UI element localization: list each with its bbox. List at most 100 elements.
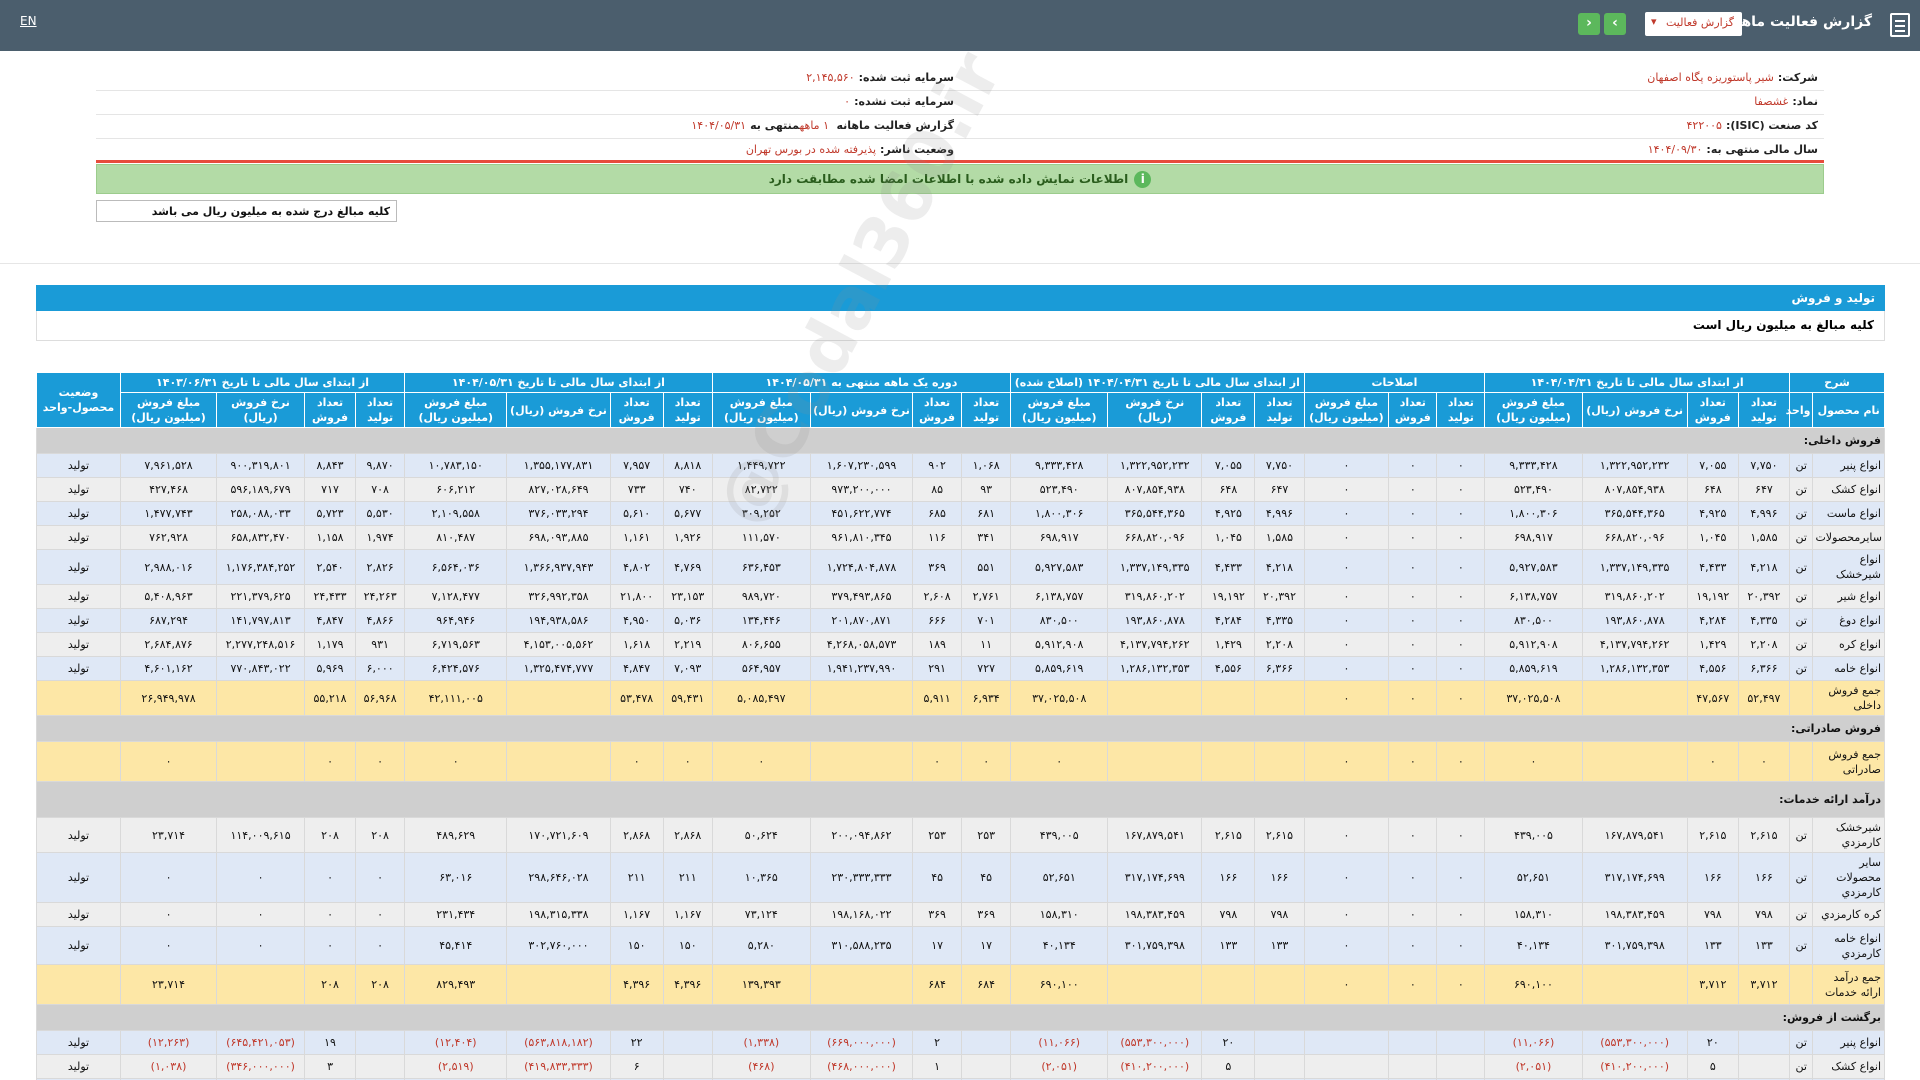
value-cell: ۸۲۷,۰۲۸,۶۴۹ xyxy=(506,477,611,502)
report-type-select[interactable]: گزارش فعالیت ▾ xyxy=(1645,12,1742,36)
value-cell: ۶,۳۶۶ xyxy=(1254,656,1305,681)
table-row: انواع شیر تن ۲۰,۳۹۲ ۱۹,۱۹۲ ۳۱۹,۸۶۰,۲۰۲ ۶,۱۳۸,… xyxy=(36,584,1885,609)
column-header: واحد xyxy=(1786,392,1814,428)
value-cell: ۱,۱۵۸ xyxy=(303,525,357,550)
value-cell: ۰ xyxy=(1303,501,1390,526)
value-cell xyxy=(506,680,611,716)
table-row: انواع خامه کارمزدي تن ۱۳۳ ۱۳۳ ۳۰۱,۷۵۹,۳۹۸ ۴۰,… xyxy=(36,926,1885,965)
value-cell: ۷,۹۶۱,۵۲۸ xyxy=(119,453,218,478)
value-cell: ۰ xyxy=(1436,926,1486,965)
value-cell: ۴,۱۳۷,۷۹۴,۲۶۲ xyxy=(1107,632,1203,657)
value-cell: ۵,۶۷۷ xyxy=(662,501,713,526)
value-cell: ۶,۱۳۸,۷۵۷ xyxy=(1484,584,1583,609)
product-name: کره کارمزدي xyxy=(1812,902,1885,927)
value-cell: ۱,۶۱۸ xyxy=(609,632,664,657)
ticker-symbol: نماد:غشصفا xyxy=(1754,95,1818,108)
value-cell: ۵۲۳,۴۹۰ xyxy=(1484,477,1583,502)
group-header: اصلاحات xyxy=(1303,372,1486,393)
value-cell: ۰ xyxy=(1484,741,1583,782)
value-cell: ۰ xyxy=(1388,584,1438,609)
value-cell: ۵۶۴,۹۵۷ xyxy=(711,656,811,681)
value-cell: ۵۹۶,۱۸۹,۶۷۹ xyxy=(216,477,305,502)
value-cell: ۲۴,۴۳۳ xyxy=(303,584,357,609)
value-cell: ۲۰۰,۰۹۴,۸۶۲ xyxy=(809,817,914,853)
unregistered-capital: سرمایه ثبت نشده:۰ xyxy=(844,95,954,108)
value-cell: ۰ xyxy=(1388,902,1438,927)
value-cell: ۱۷ xyxy=(912,926,963,965)
value-cell: ۲,۶۸۴,۸۷۶ xyxy=(119,632,218,657)
value-cell: ۰ xyxy=(404,741,508,782)
table-total-row: جمع فروش صادراتی ۰ ۰ ۰ ۰ ۰ ۰ ۰ ۰ ۰ ۰ ۰ ۰ ۰ ۰ ۰ ۰ xyxy=(36,741,1885,782)
value-cell xyxy=(1388,1078,1438,1080)
column-header: نرخ فروش (ریال) xyxy=(809,392,914,428)
value-cell: ۱,۴۲۹ xyxy=(1686,632,1739,657)
value-cell xyxy=(1303,1030,1390,1055)
group-header: وضعیت محصول-واحد xyxy=(36,372,121,428)
value-cell: ۴,۹۵۰ xyxy=(609,608,664,633)
value-cell: (۵۵۳,۳۰۰,۰۰۰) xyxy=(1581,1030,1688,1055)
value-cell: ۰ xyxy=(1303,549,1390,585)
unit-cell: تن xyxy=(1788,926,1814,965)
value-cell: ۷,۱۲۸,۴۷۷ xyxy=(404,584,508,609)
value-cell: ۰ xyxy=(119,852,218,903)
value-cell: ۱,۱۶۷ xyxy=(662,902,713,927)
value-cell: ۵۲,۶۵۱ xyxy=(1484,852,1583,903)
value-cell: ۹۳ xyxy=(961,477,1012,502)
value-cell: ۱۶۶ xyxy=(1201,852,1256,903)
page-title: گزارش فعالیت ماهانه xyxy=(1722,14,1872,30)
value-cell: ۰ xyxy=(119,926,218,965)
value-cell: ۲,۵۴۰ xyxy=(303,549,357,585)
value-cell: ۰ xyxy=(1303,817,1390,853)
language-toggle[interactable]: EN xyxy=(20,14,37,28)
value-cell: ۲۲ xyxy=(609,1030,664,1055)
verification-text: اطلاعات نمایش داده شده با اطلاعات امضا ش… xyxy=(768,172,1129,186)
value-cell: ۹۷۳,۲۰۰,۰۰۰ xyxy=(809,477,914,502)
value-cell: (۱۲,۲۶۳) xyxy=(119,1030,218,1055)
value-cell: ۰ xyxy=(1303,608,1390,633)
chevron-right-icon: › xyxy=(1612,15,1618,31)
previous-button[interactable]: ‹ xyxy=(1578,13,1600,35)
value-cell: (۲۳۵,۱۶۳,۹۳۴) xyxy=(216,1078,305,1080)
value-cell: ۴,۴۳۳ xyxy=(1201,549,1256,585)
unit-cell: تن xyxy=(1788,584,1814,609)
value-cell: ۷۷۰,۸۴۳,۰۲۲ xyxy=(216,656,305,681)
table-total-row: جمع درآمد ارائه خدمات ۳,۷۱۲ ۳,۷۱۲ ۶۹۰,۱۰۰ ۰ ۰… xyxy=(36,964,1885,1005)
value-cell: (۶۶۹,۰۰۰,۰۰۰) xyxy=(809,1030,914,1055)
value-cell: ۴,۲۱۸ xyxy=(1737,549,1790,585)
value-cell: ۱۷۰,۷۲۱,۶۰۹ xyxy=(506,817,611,853)
value-cell: ۰ xyxy=(912,741,963,782)
value-cell: ۶۴۸ xyxy=(1686,477,1739,502)
value-cell: ۰ xyxy=(1436,525,1486,550)
value-cell: ۱,۵۸۵ xyxy=(1737,525,1790,550)
value-cell: ۰ xyxy=(1303,680,1390,716)
value-cell xyxy=(961,1078,1012,1080)
unit-cell: تن xyxy=(1788,549,1814,585)
production-sales-table-wrapper[interactable]: شرح از ابتدای سال مالی تا تاریخ ۱۴۰۴/۰۴/… xyxy=(36,372,1885,1080)
next-button[interactable]: › xyxy=(1604,13,1626,35)
value-cell: ۰ xyxy=(1010,741,1109,782)
value-cell: ۴,۷۶۹ xyxy=(662,549,713,585)
value-cell xyxy=(355,1078,406,1080)
value-cell: ۰ xyxy=(1436,632,1486,657)
value-cell: ۴,۱۵۳,۰۰۵,۵۶۲ xyxy=(506,632,611,657)
value-cell: ۳۶۹ xyxy=(912,549,963,585)
value-cell: (۴۶۸,۰۰۰,۰۰۰) xyxy=(809,1054,914,1079)
value-cell: ۴,۲۱۸ xyxy=(1254,549,1305,585)
value-cell xyxy=(1581,964,1688,1005)
column-header: تعداد تولید xyxy=(355,392,406,428)
value-cell: ۹,۳۳۳,۴۲۸ xyxy=(1010,453,1109,478)
unit-cell: تن xyxy=(1788,525,1814,550)
unit-cell: تن xyxy=(1788,453,1814,478)
table-total-row: جمع فروش داخلی ۵۲,۴۹۷ ۴۷,۵۶۷ ۳۷,۰۲۵,۵۰۸ ۰ ۰ ۰ ۳… xyxy=(36,680,1885,716)
product-name: انواع کشک xyxy=(1812,477,1885,502)
value-cell: ۶۴۸ xyxy=(1201,477,1256,502)
value-cell: ۱۴۱,۷۹۷,۸۱۳ xyxy=(216,608,305,633)
value-cell xyxy=(1201,741,1256,782)
value-cell: ۶,۳۶۶ xyxy=(1737,656,1790,681)
unit-cell: تن xyxy=(1788,656,1814,681)
value-cell: ۵,۵۳۰ xyxy=(355,501,406,526)
value-cell xyxy=(1388,1030,1438,1055)
product-name: سایر محصولات کارمزدي xyxy=(1812,852,1885,903)
value-cell: ۲۰ xyxy=(1201,1030,1256,1055)
status-cell: تولید xyxy=(36,477,121,502)
